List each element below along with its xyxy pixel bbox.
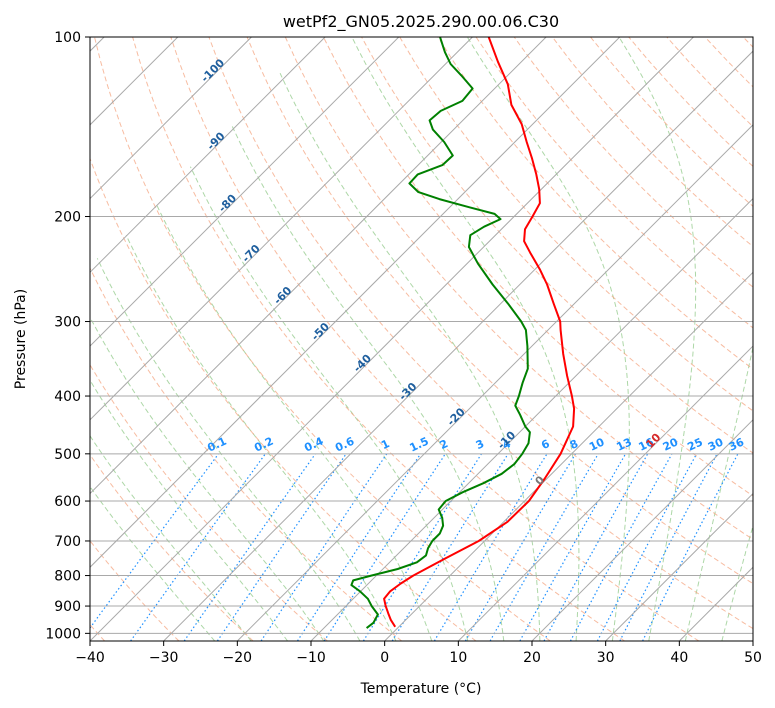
dry-adiabat-line: [284, 37, 753, 541]
isotherm-gridlines: [90, 37, 753, 641]
isotherm-line: [457, 345, 753, 641]
y-axis-label: Pressure (hPa): [13, 289, 29, 389]
moist-adiabat-line: [90, 379, 288, 641]
mixing-ratio-line: [464, 453, 577, 641]
isotherm-line: [310, 197, 753, 641]
isotherm-line: [236, 124, 753, 641]
y-tick-label: 500: [54, 447, 81, 463]
y-tick-label: 900: [54, 599, 81, 615]
mixing-ratio-label: 10: [587, 435, 607, 453]
isotherm-line: [90, 37, 547, 495]
x-tick-label: −30: [149, 650, 179, 666]
y-tick-label: 300: [54, 315, 81, 331]
dry-adiabat-line: [90, 363, 328, 641]
mixing-ratio-label: 13: [614, 436, 633, 454]
moist-adiabat-line: [351, 37, 580, 641]
dry-adiabat-line: [94, 37, 551, 641]
isotherm-line: [163, 50, 753, 641]
mixing-ratio-line: [296, 453, 422, 641]
temperature-profile: [383, 37, 576, 628]
moist-adiabat-line: [90, 485, 216, 641]
dry-adiabat-line: [132, 37, 625, 641]
y-tick-label: 600: [54, 494, 81, 510]
mixing-ratio-line: [183, 453, 316, 641]
profile-curves: [350, 37, 576, 629]
mixing-ratio-label: 16: [637, 435, 657, 453]
x-axis-label: Temperature (°C): [360, 681, 482, 697]
isotherm-line: [90, 37, 473, 421]
mixing-ratio-label: 25: [685, 436, 704, 454]
dewpoint-profile: [350, 37, 531, 629]
isotherm-line: [90, 37, 252, 200]
y-tick-label: 200: [54, 210, 81, 226]
axis-ticks: −40 −30 −20 −10 0 10 20 30 40 50 100 200 300 400 500 60…: [45, 30, 762, 666]
dry-adiabat-line: [513, 37, 753, 288]
moist-adiabat-line: [466, 37, 630, 641]
dry-adiabat-line: [170, 37, 700, 641]
chart-title: wetPf2_GN05.2025.290.00.06.C30: [283, 12, 559, 32]
mixing-ratio-label: 20: [661, 435, 681, 453]
y-tick-label: 800: [54, 569, 81, 585]
y-tick-label: 700: [54, 534, 81, 550]
moist-adiabat-line: [721, 524, 753, 641]
isotherm-line: [531, 419, 753, 641]
isotherm-line: [90, 37, 400, 347]
x-tick-label: 30: [597, 650, 615, 666]
isotherm-line: [605, 492, 753, 641]
isotherm-line: [90, 37, 621, 568]
mixing-ratio-line: [323, 453, 446, 641]
mixing-ratio-lines: [90, 453, 739, 641]
mixing-ratio-line: [90, 453, 219, 629]
moist-adiabat-line: [230, 123, 505, 641]
x-tick-label: 20: [523, 650, 541, 666]
x-tick-label: 10: [449, 650, 467, 666]
moist-adiabat-line: [96, 258, 361, 641]
mixing-ratio-line: [569, 453, 673, 641]
x-tick-label: 50: [744, 650, 762, 666]
y-tick-label: 400: [54, 389, 81, 405]
mixing-ratio-line: [216, 453, 347, 641]
dry-adiabat-line: [90, 453, 254, 641]
dry-adiabat-line: [246, 37, 753, 585]
mixing-ratio-label: 36: [727, 435, 747, 453]
y-tick-label: 1000: [45, 626, 81, 642]
moist-adiabat-line: [90, 316, 325, 641]
dry-adiabat-line: [437, 37, 753, 370]
x-tick-label: −20: [223, 650, 253, 666]
mixing-ratio-line: [489, 453, 599, 641]
x-tick-label: 0: [380, 650, 389, 666]
moist-adiabat-line: [618, 37, 697, 641]
dry-adiabat-line: [90, 540, 180, 641]
isotherm-line: [384, 271, 753, 641]
mixing-ratio-line: [260, 453, 388, 641]
x-tick-label: −10: [296, 650, 326, 666]
isotherm-line: [90, 37, 694, 641]
moist-adiabat-line: [155, 202, 433, 641]
mixing-ratio-label: 30: [706, 435, 726, 453]
mixing-ratio-line: [130, 453, 266, 641]
y-tick-label: 100: [54, 30, 81, 46]
plot-area: [90, 37, 753, 641]
dry-adiabats: [90, 37, 753, 641]
mixing-ratio-line: [519, 453, 627, 641]
dry-adiabat-line: [90, 267, 403, 641]
x-tick-label: −40: [75, 650, 105, 666]
x-tick-label: 40: [670, 650, 688, 666]
plot-frame: [89, 36, 754, 642]
dry-adiabat-line: [90, 157, 477, 641]
dry-adiabat-line: [208, 37, 753, 630]
mixing-ratio-line: [433, 453, 548, 641]
isotherm-line: [90, 37, 326, 274]
moist-adiabat-line: [90, 434, 252, 641]
pressure-gridlines: [90, 37, 753, 634]
